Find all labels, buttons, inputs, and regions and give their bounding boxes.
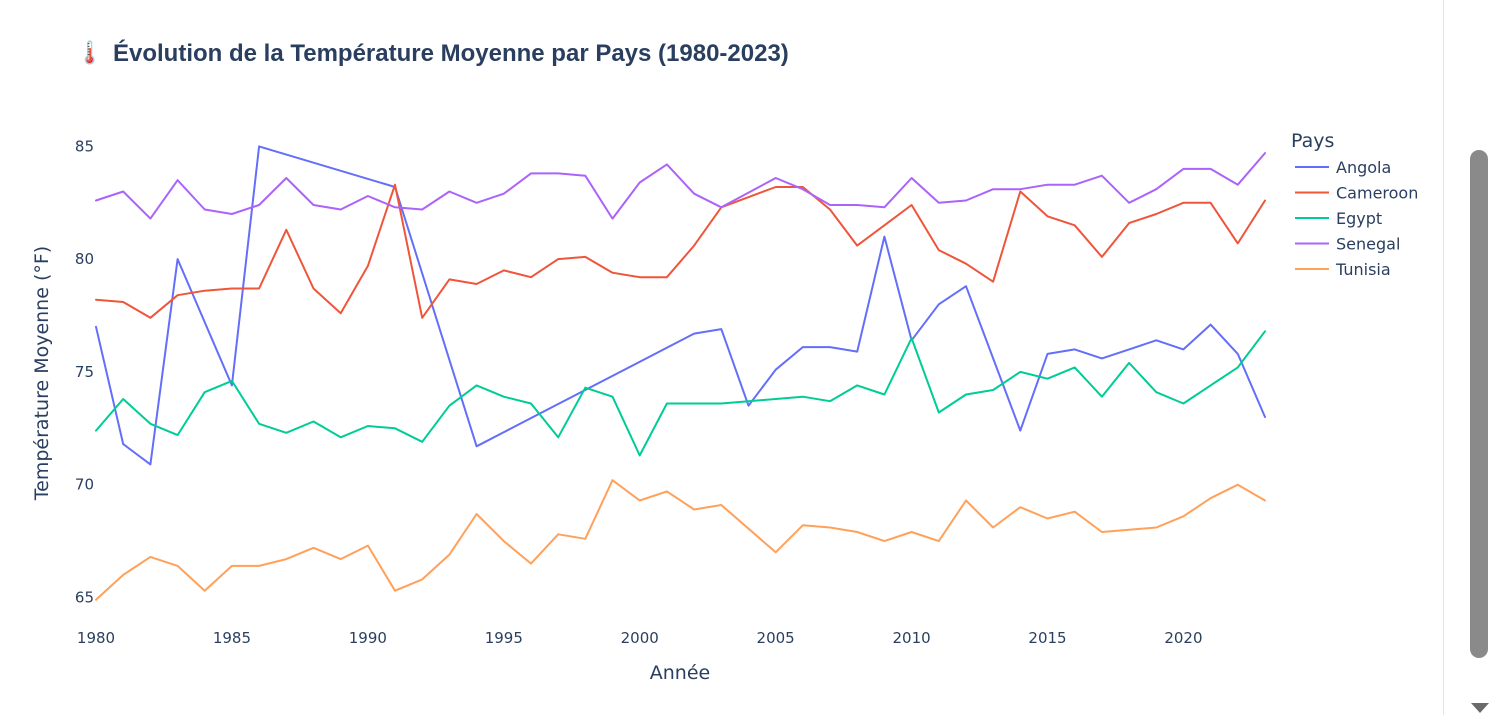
y-axis-ticks: 65 70 75 80 85: [75, 137, 94, 606]
y-axis-title: Température Moyenne (°F): [31, 246, 53, 501]
y-tick-label: 85: [75, 137, 94, 155]
x-tick-label: 1990: [349, 629, 387, 647]
legend-item-angola[interactable]: Angola: [1295, 158, 1391, 177]
series-line-cameroon[interactable]: [95, 183, 1266, 319]
plot-area: [95, 145, 1266, 601]
line-chart: 🌡️ Évolution de la Température Moyenne p…: [31, 39, 1418, 684]
scrollbar-thumb[interactable]: [1470, 150, 1488, 658]
y-tick-label: 80: [75, 250, 94, 268]
x-tick-label: 1985: [213, 629, 251, 647]
vertical-scrollbar[interactable]: [1443, 0, 1492, 715]
legend-label: Angola: [1336, 158, 1391, 177]
chart-area: 🌡️ Évolution de la Température Moyenne p…: [31, 39, 1419, 684]
y-tick-label: 70: [75, 476, 94, 494]
chart-title-text: Évolution de la Température Moyenne par …: [113, 39, 789, 67]
legend-item-tunisia[interactable]: Tunisia: [1295, 260, 1391, 279]
legend-label: Tunisia: [1335, 260, 1391, 279]
x-tick-label: 2015: [1028, 629, 1066, 647]
y-tick-label: 65: [75, 588, 94, 606]
series-line-angola[interactable]: [95, 145, 1266, 466]
series-line-egypt[interactable]: [95, 330, 1266, 457]
x-tick-label: 2020: [1164, 629, 1202, 647]
x-axis-ticks: 1980 1985 1990 1995 2000 2005 2010 2015 2020: [77, 629, 1203, 647]
legend-item-egypt[interactable]: Egypt: [1295, 209, 1382, 228]
legend: Pays Angola Cameroon Egypt Senegal Tunisia: [1291, 130, 1418, 279]
x-axis-title: Année: [650, 662, 710, 684]
series-line-senegal[interactable]: [95, 152, 1266, 220]
x-tick-label: 1995: [485, 629, 523, 647]
legend-label: Egypt: [1336, 209, 1382, 228]
x-tick-label: 2010: [892, 629, 930, 647]
x-tick-label: 2005: [757, 629, 795, 647]
legend-title: Pays: [1291, 130, 1334, 152]
legend-label: Cameroon: [1336, 184, 1418, 203]
thermometer-icon: 🌡️: [76, 40, 103, 66]
series-line-tunisia[interactable]: [95, 479, 1266, 601]
chart-title: 🌡️ Évolution de la Température Moyenne p…: [76, 39, 789, 67]
legend-item-cameroon[interactable]: Cameroon: [1295, 184, 1418, 203]
scroll-down-arrow-icon[interactable]: [1471, 703, 1489, 713]
x-tick-label: 1980: [77, 629, 115, 647]
x-tick-label: 2000: [621, 629, 659, 647]
y-tick-label: 75: [75, 363, 94, 381]
legend-item-senegal[interactable]: Senegal: [1295, 235, 1400, 254]
legend-label: Senegal: [1336, 235, 1400, 254]
